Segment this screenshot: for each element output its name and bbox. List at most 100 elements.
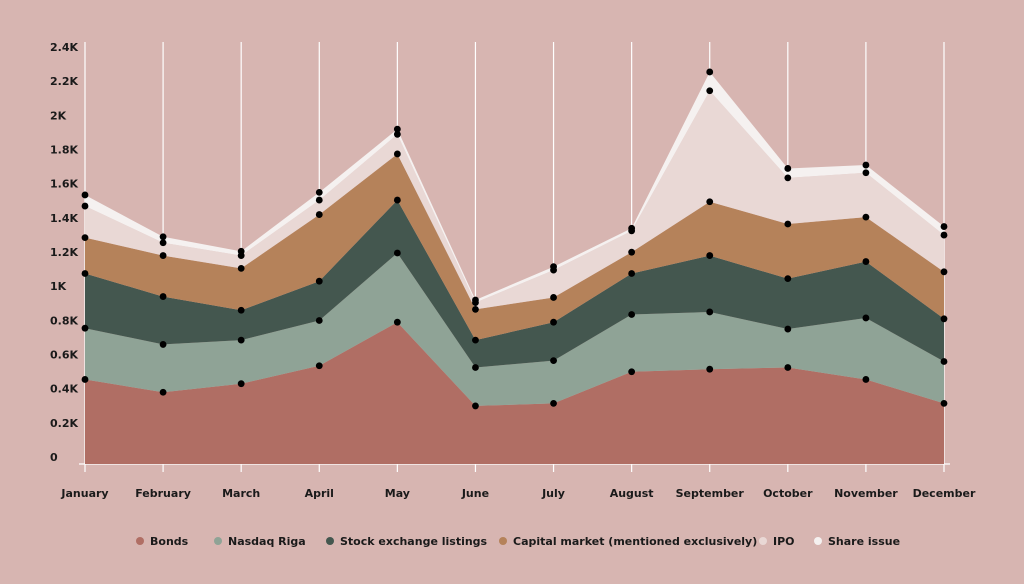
point-nasdaq-riga-june [472,364,479,371]
point-nasdaq-riga-december [940,358,948,365]
point-bonds-january [81,376,89,383]
legend-item-stock-exchange-listings[interactable]: Stock exchange listings [326,535,488,548]
point-capital-market-mentioned-exclusively-june [472,305,479,313]
point-nasdaq-riga-july [550,357,557,365]
point-nasdaq-riga-march [237,336,245,344]
x-tick-label-january: January [60,487,108,500]
point-capital-market-mentioned-exclusively-february [159,252,167,259]
legend-swatch-nasdaq-riga [214,537,222,545]
legend-item-bonds[interactable]: Bonds [136,535,189,548]
point-stock-exchange-listings-april [315,277,323,285]
point-bonds-september [706,365,714,373]
point-nasdaq-riga-november [862,314,870,322]
y-tick-label: 1K [50,280,67,293]
point-ipo-october [784,174,792,182]
x-tick-label-april: April [305,487,334,500]
point-stock-exchange-listings-march [237,306,245,314]
area-nasdaq-riga [85,253,944,406]
point-ipo-september [706,87,714,95]
data-points [81,68,948,410]
point-share-issue-october [784,165,792,172]
legend-swatch-share-issue [814,537,822,545]
legend-swatch-bonds [136,537,144,545]
point-share-issue-november [862,161,870,169]
point-capital-market-mentioned-exclusively-march [237,264,245,272]
point-ipo-february [159,239,167,247]
legend-item-capital-market-mentioned-exclusively[interactable]: Capital market (mentioned exclusively) [499,535,757,548]
y-tick-label: 2.2K [50,75,78,88]
x-tick-label-february: February [135,487,191,500]
area-ipo [85,90,944,310]
point-bonds-june [472,402,479,410]
point-stock-exchange-listings-may [393,196,401,204]
y-tick-label: 2K [50,109,67,122]
area-bonds [85,322,944,464]
legend-label-share-issue: Share issue [828,535,900,548]
legend[interactable]: Bonds Nasdaq Riga Stock exchange listings C… [136,535,900,548]
y-tick-label: 1.2K [50,246,78,259]
y-tick-label: 0 [50,451,58,464]
point-capital-market-mentioned-exclusively-july [550,294,557,301]
point-stock-exchange-listings-august [628,270,636,277]
point-share-issue-march [237,247,245,255]
y-tick-label: 0.4K [50,383,78,396]
legend-swatch-capital-market-mentioned-exclusively [499,537,507,545]
point-capital-market-mentioned-exclusively-december [940,268,948,276]
legend-label-bonds: Bonds [150,535,189,548]
area-capital-market-mentioned-exclusively [85,153,944,341]
point-ipo-january [81,202,89,210]
point-capital-market-mentioned-exclusively-november [862,213,870,221]
point-capital-market-mentioned-exclusively-august [628,248,636,256]
y-axis: 0 0.2K 0.4K 0.6K 0.8K 1K 1.2K 1.4K 1.6K 1.8K 2K 2.2… [50,41,78,464]
point-bonds-july [550,399,557,407]
legend-label-capital-market-mentioned-exclusively: Capital market (mentioned exclusively) [513,535,757,548]
point-share-issue-july [550,263,557,271]
point-share-issue-may [393,125,401,133]
point-bonds-october [784,364,792,371]
point-nasdaq-riga-august [628,311,636,318]
point-ipo-april [315,196,323,204]
x-tick-label-august: August [610,487,654,500]
point-share-issue-august [628,224,636,232]
legend-label-ipo: IPO [773,535,795,548]
point-nasdaq-riga-april [315,317,323,324]
x-tick-label-may: May [385,487,410,500]
point-stock-exchange-listings-january [81,270,89,277]
y-tick-label: 1.6K [50,178,78,191]
point-bonds-november [862,376,870,383]
legend-swatch-ipo [759,537,767,545]
x-tick-label-march: March [222,487,260,500]
point-bonds-august [628,368,636,376]
legend-item-nasdaq-riga[interactable]: Nasdaq Riga [214,535,306,548]
x-axis: January February March April May June July Augu… [60,487,976,500]
point-nasdaq-riga-october [784,325,792,333]
x-tick-label-december: December [913,487,976,500]
point-ipo-november [862,169,870,177]
point-share-issue-june [472,296,479,304]
point-ipo-december [940,231,948,239]
point-capital-market-mentioned-exclusively-april [315,211,323,218]
y-tick-label: 0.6K [50,349,78,362]
legend-item-ipo[interactable]: IPO [759,535,795,548]
point-capital-market-mentioned-exclusively-october [784,220,792,228]
point-bonds-december [940,399,948,407]
y-tick-label: 2.4K [50,41,78,54]
point-stock-exchange-listings-february [159,293,167,300]
y-tick-label: 1.4K [50,212,78,225]
y-tick-label: 0.8K [50,314,78,327]
point-share-issue-january [81,191,89,199]
point-stock-exchange-listings-september [706,252,714,259]
legend-label-nasdaq-riga: Nasdaq Riga [228,535,306,548]
y-tick-label: 0.2K [50,417,78,430]
point-capital-market-mentioned-exclusively-january [81,234,89,242]
point-bonds-march [237,380,245,388]
point-stock-exchange-listings-june [472,336,479,344]
area-stock-exchange-listings [85,200,944,368]
point-capital-market-mentioned-exclusively-may [393,150,401,158]
point-share-issue-april [315,188,323,196]
legend-label-stock-exchange-listings: Stock exchange listings [340,535,488,548]
point-share-issue-february [159,233,167,241]
legend-item-share-issue[interactable]: Share issue [814,535,900,548]
point-stock-exchange-listings-july [550,318,557,326]
